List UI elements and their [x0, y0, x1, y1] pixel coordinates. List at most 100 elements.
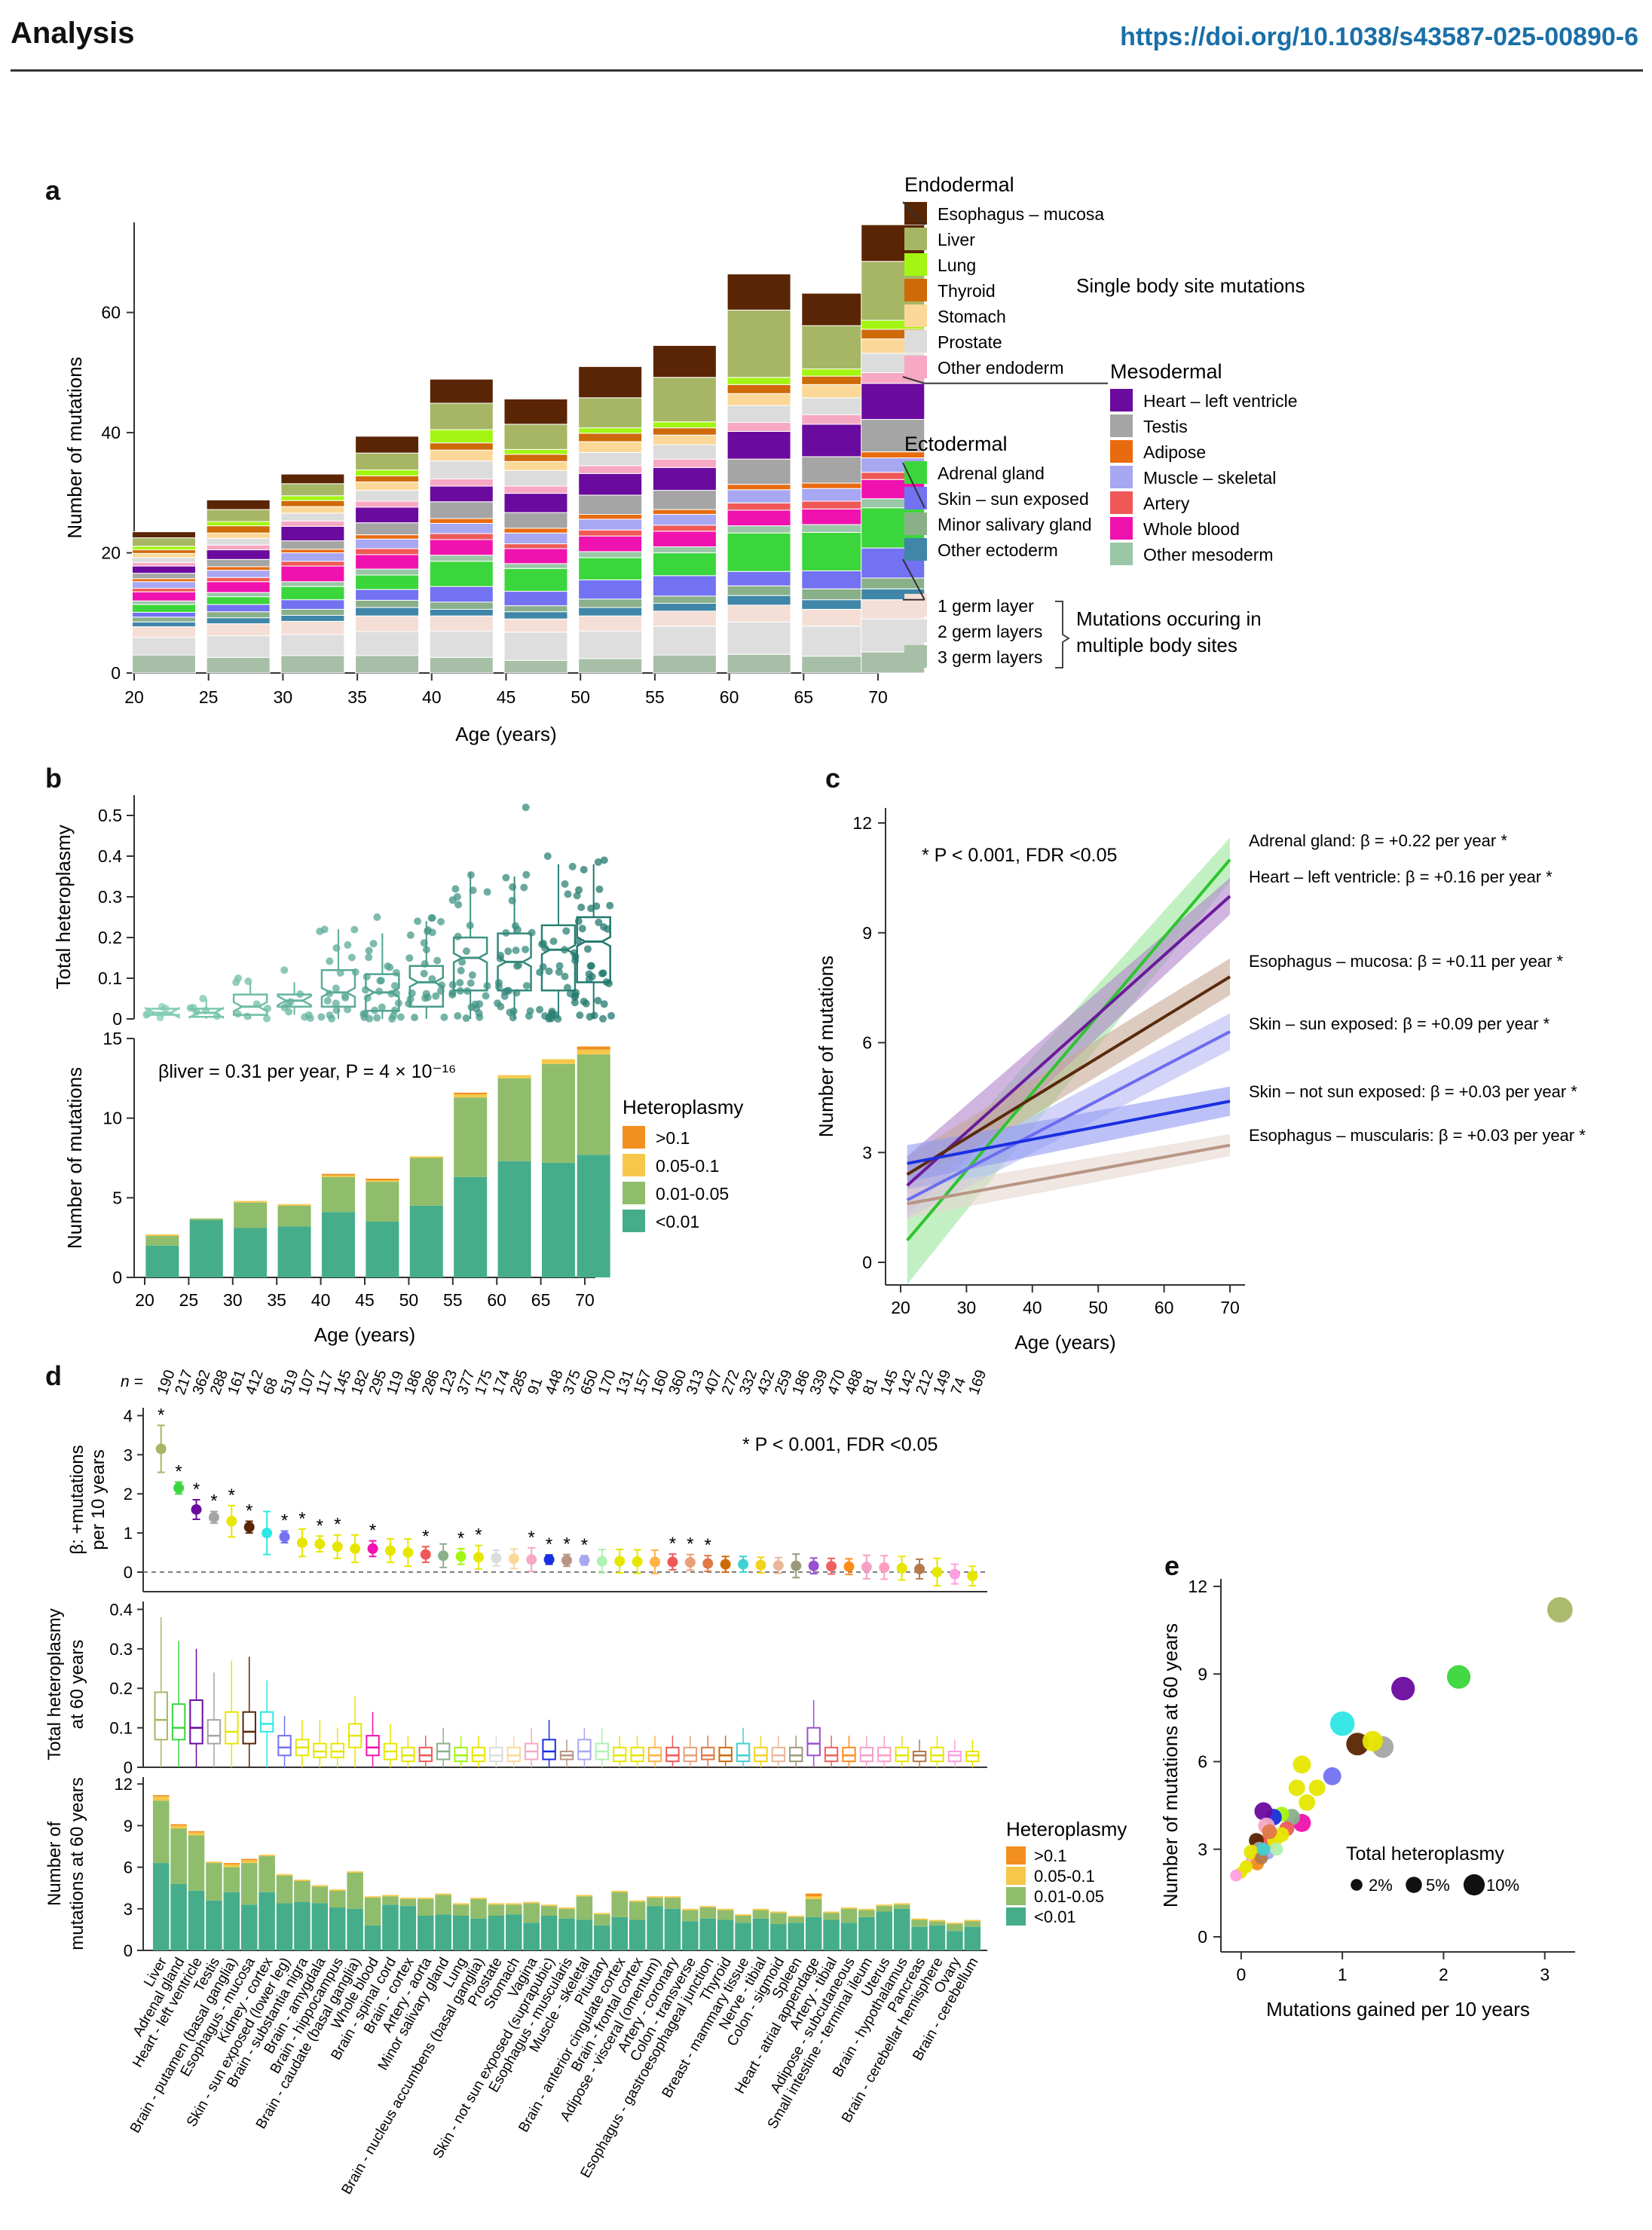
d-het-y-tick-label: 0.4 — [109, 1600, 133, 1619]
d-beta-point — [455, 1551, 467, 1562]
d-bar-segment-0-05-0-1 — [240, 1860, 258, 1864]
a-legend-label-whole-blood: Whole blood — [1143, 519, 1240, 539]
b-top-point — [494, 999, 502, 1008]
doi-link[interactable]: https://doi.org/10.1038/s43587-025-00890… — [1120, 23, 1638, 51]
d-bar-segment-0-01 — [470, 1918, 487, 1950]
b-top-point — [344, 1005, 352, 1014]
d-significance-marker: * — [563, 1534, 570, 1555]
d-bar-segment-0-05-0-1 — [611, 1890, 628, 1892]
b-bar-segment-0-05-0-1 — [409, 1156, 443, 1158]
b-top-point — [536, 1005, 544, 1014]
c-y-axis-label: Number of mutations — [815, 956, 837, 1137]
d-bar-segment-0-05-0-1 — [506, 1903, 522, 1905]
d-annotation: * P < 0.001, FDR <0.05 — [742, 1434, 938, 1455]
b-top-point — [344, 941, 352, 949]
a-bar-segment-esophagus-mucosa — [280, 473, 345, 485]
b-top-y-tick-label: 0.5 — [98, 806, 122, 825]
d-beta-point — [173, 1482, 185, 1494]
d-bar-segment-0-01 — [576, 1920, 593, 1950]
d-bar-segment-0-05-0-1 — [488, 1903, 505, 1905]
d-bar-segment-0-01-0-05 — [611, 1892, 628, 1917]
b-bar-segment-0-05-0-1 — [145, 1234, 179, 1237]
a-bar-segment-testis — [801, 456, 866, 484]
a-legend-label-thyroid: Thyroid — [938, 281, 996, 301]
d-bar-segment-0-01 — [170, 1883, 187, 1950]
b-bottom-x-tick-label: 65 — [531, 1290, 551, 1310]
a-bar-segment-other-mesoderm — [131, 600, 196, 605]
e-scatter-point — [1446, 1665, 1471, 1689]
d-mut-y-tick-label: 0 — [124, 1941, 133, 1960]
d-bar-segment-0-01 — [594, 1925, 610, 1950]
d-bar-segment-0-05-0-1 — [206, 1861, 222, 1864]
e-legend-title: Total heteroplasmy — [1346, 1843, 1504, 1864]
d-bar-segment-0-05-0-1 — [647, 1896, 663, 1898]
d-beta-point — [579, 1555, 590, 1566]
d-het-box — [824, 1746, 839, 1763]
b-bar-segment-0-01-0-05 — [454, 1097, 488, 1177]
a-y-tick-label: 40 — [101, 423, 121, 442]
d-bar-segment-0-05-0-1 — [435, 1893, 451, 1895]
b-top-box — [452, 936, 488, 992]
a-bar-segment-adrenal-gland — [503, 567, 568, 592]
b-top-point — [414, 917, 422, 925]
d-mut-y-tick-label: 9 — [124, 1816, 133, 1835]
b-bar-segment-0-05-0-1 — [577, 1049, 610, 1055]
a-bar-segment-adipose — [578, 514, 643, 520]
d-bar-segment-0-01-0-05 — [699, 1907, 716, 1919]
a-bar-segment-1-germ-layer — [206, 623, 271, 637]
a-bar-segment-other-mesoderm — [206, 592, 271, 598]
b-top-point — [599, 1014, 607, 1023]
a-bar-segment-thyroid — [355, 475, 420, 482]
d-bar-segment-0-01 — [858, 1916, 875, 1950]
d-bar-segment-0-01-0-05 — [752, 1910, 769, 1919]
b-top-point — [468, 971, 476, 979]
d-beta-y-tick-label: 3 — [124, 1445, 133, 1464]
d-beta-point — [914, 1563, 925, 1574]
a-bar-segment-whole-blood — [280, 565, 345, 583]
a-y-tick-label: 60 — [101, 303, 121, 323]
a-bar-segment-testis — [355, 522, 420, 536]
a-bar-segment-2-germ-layers — [429, 630, 494, 658]
a-bar-segment-muscle-skeletal — [727, 489, 791, 503]
d-bar-segment-0-1 — [152, 1794, 170, 1797]
a-bar-segment-whole-blood — [206, 581, 271, 593]
d-bar-segment-0-01-0-05 — [170, 1828, 187, 1884]
d-beta-point — [243, 1522, 255, 1533]
d-bar-segment-0-01-0-05 — [540, 1906, 558, 1916]
b-bar-segment-0-01 — [321, 1212, 355, 1277]
d-beta-point — [543, 1554, 555, 1565]
d-bar-segment-0-05-0-1 — [840, 1907, 858, 1909]
b-top-point — [396, 1013, 405, 1021]
d-bar-segment-0-01 — [382, 1904, 399, 1950]
a-legend-swatch-2-germ-layers — [904, 619, 927, 642]
d-beta-point — [296, 1537, 307, 1549]
a-bar-segment-2-germ-layers — [503, 632, 568, 661]
b-top-point — [543, 852, 552, 860]
a-multi-site-label-1: Mutations occuring in — [1076, 607, 1262, 630]
d-bar-segment-0-05-0-1 — [947, 1923, 963, 1925]
a-bar-segment-3-germ-layers — [503, 659, 568, 674]
d-beta-point — [350, 1543, 361, 1554]
d-significance-marker: * — [528, 1528, 535, 1548]
a-legend-label-artery: Artery — [1143, 494, 1190, 513]
a-bar-segment-artery — [206, 577, 271, 583]
b-top-point — [483, 888, 491, 896]
a-bar-segment-artery — [727, 502, 791, 511]
d-bar-segment-0-01-0-05 — [964, 1921, 981, 1927]
d-het-box — [206, 1719, 222, 1745]
b-top-point — [373, 913, 381, 921]
a-bar-segment-other-mesoderm — [801, 524, 866, 533]
b-top-point — [421, 994, 430, 1002]
a-bar-segment-other-endoderm — [652, 458, 717, 468]
b-top-point — [525, 1012, 533, 1020]
d-mut-y-label-2: mutations at 60 years — [67, 1777, 87, 1950]
b-top-point — [522, 945, 530, 953]
b-top-point — [405, 954, 414, 962]
b-top-box — [232, 993, 268, 1016]
a-bar-segment-prostate — [652, 444, 717, 460]
a-legend-label-minor-salivary-gland: Minor salivary gland — [938, 515, 1092, 534]
d-bar-segment-0-01 — [876, 1911, 893, 1950]
c-series-label-heart-left-ventricle: Heart – left ventricle: β = +0.16 per ye… — [1249, 867, 1553, 886]
d-beta-point — [508, 1553, 519, 1565]
b-bar-segment-0-01-0-05 — [366, 1182, 399, 1222]
